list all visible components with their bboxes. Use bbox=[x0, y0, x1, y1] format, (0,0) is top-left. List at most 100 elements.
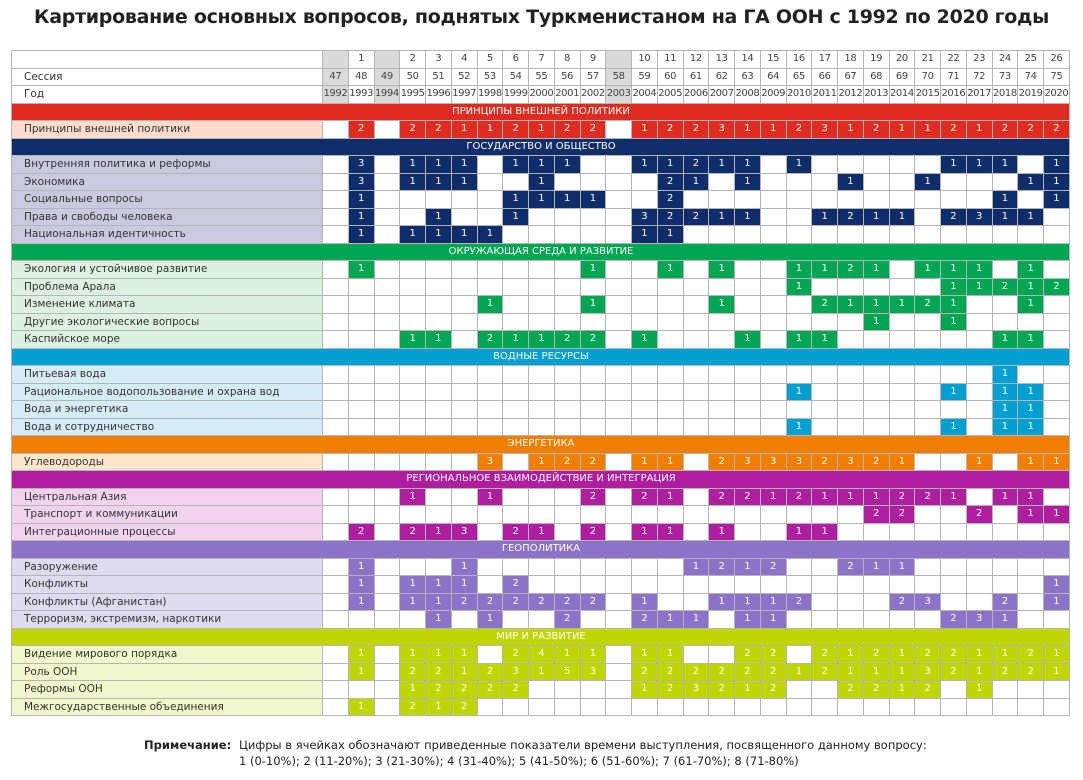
heatmap-cell bbox=[373, 207, 401, 226]
heatmap-cell: 2 bbox=[450, 697, 478, 716]
heatmap-cell: 1 bbox=[785, 382, 813, 401]
heatmap-cell: 1 bbox=[476, 225, 504, 244]
heatmap-cell: 2 bbox=[888, 592, 916, 611]
heatmap-cell bbox=[450, 452, 478, 471]
heatmap-cell: 2 bbox=[759, 557, 787, 576]
table-row: Национальная идентичность 1 1 1 1 1 1 1 bbox=[11, 225, 1070, 244]
heatmap-cell bbox=[502, 277, 529, 296]
heatmap-cell bbox=[425, 382, 452, 401]
table-row: Межгосударственные объединения 1 2 1 2 bbox=[11, 697, 1070, 716]
heatmap-cell bbox=[708, 610, 735, 629]
heatmap-cell bbox=[708, 645, 735, 664]
table-row: Роль ООН 1 2 2 1 2 3 1 5 3 2 2 2 2 2 2 1 2 1 1 1 3 2 1 2 2 1 bbox=[11, 662, 1070, 681]
heatmap-cell bbox=[1043, 487, 1070, 506]
heatmap-cell bbox=[322, 505, 349, 524]
heatmap-cell bbox=[553, 505, 581, 524]
heatmap-cell bbox=[682, 400, 710, 419]
heatmap-cell bbox=[322, 172, 349, 191]
heatmap-cell: 2 bbox=[940, 610, 967, 629]
heatmap-cell bbox=[991, 452, 1019, 471]
heatmap-cell: 1 bbox=[888, 557, 916, 576]
heatmap-cell: 1 bbox=[940, 312, 967, 331]
heatmap-cell bbox=[708, 417, 735, 436]
heatmap-cell: 1 bbox=[579, 295, 607, 314]
number-cell: 7 bbox=[528, 50, 555, 69]
heatmap-cell bbox=[940, 172, 967, 191]
heatmap-cell: 1 bbox=[888, 452, 916, 471]
heatmap-cell bbox=[965, 575, 993, 594]
heatmap-cell: 1 bbox=[1017, 487, 1044, 506]
number-cell: 4 bbox=[450, 50, 478, 69]
section-title: ЭНЕРГЕТИКА bbox=[507, 438, 575, 450]
heatmap-cell: 1 bbox=[399, 575, 426, 594]
heatmap-cell bbox=[605, 155, 632, 174]
session-cell: 48 bbox=[347, 67, 375, 86]
heatmap-cell bbox=[837, 505, 864, 524]
heatmap-cell: 2 bbox=[914, 487, 941, 506]
heatmap-cell bbox=[631, 172, 658, 191]
heatmap-cell bbox=[862, 277, 890, 296]
session-cell: 53 bbox=[476, 67, 504, 86]
heatmap-cell bbox=[1043, 400, 1070, 419]
number-cell: 3 bbox=[425, 50, 452, 69]
heatmap-cell bbox=[682, 382, 710, 401]
heatmap-cell bbox=[528, 487, 555, 506]
heatmap-cell bbox=[734, 522, 761, 541]
heatmap-cell: 1 bbox=[1017, 207, 1044, 226]
heatmap-cell bbox=[450, 190, 478, 209]
heatmap-cell bbox=[476, 557, 504, 576]
heatmap-cell bbox=[347, 610, 375, 629]
heatmap-cell bbox=[914, 522, 941, 541]
heatmap-cell bbox=[579, 610, 607, 629]
heatmap-cell bbox=[862, 522, 890, 541]
heatmap-cell bbox=[785, 172, 813, 191]
row-label: Межгосударственные объединения bbox=[11, 697, 323, 716]
heatmap-cell bbox=[656, 365, 684, 384]
heatmap-cell bbox=[991, 575, 1019, 594]
session-cell: 62 bbox=[708, 67, 735, 86]
heatmap-cell bbox=[579, 312, 607, 331]
heatmap-cell: 1 bbox=[347, 190, 375, 209]
heatmap-cell bbox=[940, 592, 967, 611]
heatmap-cell bbox=[940, 680, 967, 699]
heatmap-cell: 1 bbox=[347, 557, 375, 576]
heatmap-cell bbox=[605, 417, 632, 436]
heatmap-cell bbox=[708, 505, 735, 524]
heatmap-cell bbox=[940, 557, 967, 576]
heatmap-cell bbox=[759, 522, 787, 541]
number-cell: 19 bbox=[862, 50, 890, 69]
heatmap-cell bbox=[759, 277, 787, 296]
heatmap-cell: 1 bbox=[631, 592, 658, 611]
heatmap-cell: 1 bbox=[528, 330, 555, 349]
heatmap-cell bbox=[940, 697, 967, 716]
heatmap-cell: 1 bbox=[347, 697, 375, 716]
year-cell: 2016 bbox=[940, 85, 967, 104]
heatmap-cell bbox=[631, 575, 658, 594]
row-label: Терроризм, экстремизм, наркотики bbox=[11, 610, 323, 629]
number-cell bbox=[605, 50, 632, 69]
heatmap-cell bbox=[888, 260, 916, 279]
number-cell: 15 bbox=[759, 50, 787, 69]
heatmap-cell bbox=[811, 417, 838, 436]
heatmap-cell: 1 bbox=[631, 452, 658, 471]
table-row: Конфликты (Афганистан) 1 1 1 2 2 2 2 2 2 1 1 1 1 2 2 3 2 1 bbox=[11, 592, 1070, 611]
row-label: Проблема Арала bbox=[11, 277, 323, 296]
table-row: Принципы внешней политики 2 2 2 1 1 2 1 2 2 1 2 2 3 1 1… bbox=[11, 120, 1070, 139]
heatmap-cell bbox=[888, 330, 916, 349]
table-row: Внутренняя политика и реформы 3 1 1 1 1 1 1 1 1 2 1… bbox=[11, 155, 1070, 174]
heatmap-cell bbox=[528, 225, 555, 244]
heatmap-cell bbox=[708, 697, 735, 716]
heatmap-cell: 1 bbox=[579, 645, 607, 664]
number-cell: 21 bbox=[914, 50, 941, 69]
heatmap-cell: 1 bbox=[425, 592, 452, 611]
heatmap-cell: 1 bbox=[914, 260, 941, 279]
heatmap-cell bbox=[450, 365, 478, 384]
heatmap-cell: 2 bbox=[450, 592, 478, 611]
number-cell: 11 bbox=[656, 50, 684, 69]
heatmap-cell bbox=[914, 277, 941, 296]
heatmap-cell: 2 bbox=[759, 645, 787, 664]
heatmap-cell bbox=[605, 505, 632, 524]
heatmap-cell bbox=[373, 312, 401, 331]
heatmap-cell bbox=[1043, 610, 1070, 629]
heatmap-cell bbox=[322, 487, 349, 506]
